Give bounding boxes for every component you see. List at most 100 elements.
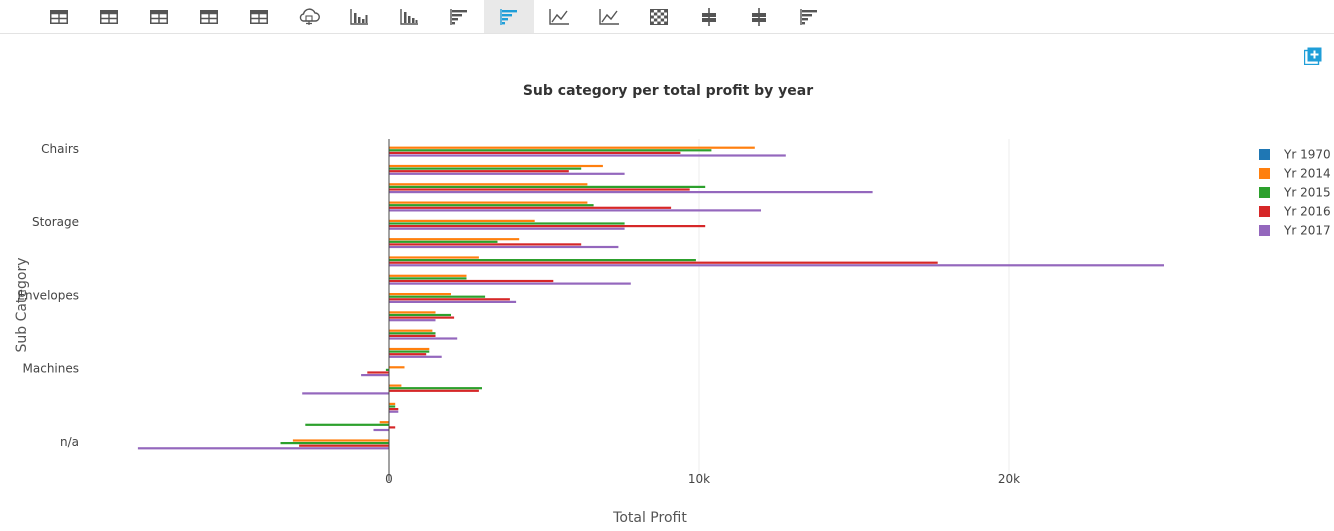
bar[interactable] [389, 366, 405, 369]
bar[interactable] [389, 222, 625, 225]
bar[interactable] [389, 164, 603, 168]
bar[interactable] [305, 423, 389, 426]
bar[interactable] [389, 219, 535, 222]
vertical-bar-button[interactable] [334, 0, 384, 33]
horizontal-bar-chart-icon [800, 8, 818, 25]
bar[interactable] [389, 319, 436, 322]
bar[interactable] [389, 350, 430, 353]
bar[interactable] [389, 277, 467, 280]
table-icon [250, 9, 268, 24]
legend-item[interactable]: Yr 2017 [1259, 224, 1331, 238]
bar[interactable] [389, 243, 582, 246]
bar[interactable] [389, 206, 672, 209]
bar[interactable] [389, 387, 482, 390]
bar[interactable] [389, 353, 427, 356]
heatmap-button[interactable] [634, 0, 684, 33]
bar[interactable] [389, 188, 690, 191]
bar[interactable] [389, 295, 486, 298]
bar[interactable] [389, 347, 430, 351]
bar[interactable] [389, 329, 433, 332]
bar[interactable] [137, 447, 389, 450]
legend-label: Yr 1970 [1283, 148, 1331, 162]
legend-item[interactable]: Yr 1970 [1259, 148, 1331, 162]
bar[interactable] [280, 442, 390, 445]
bar[interactable] [389, 238, 520, 241]
bar[interactable] [389, 389, 479, 392]
y-axis-title: Sub Category [14, 257, 30, 352]
bar[interactable] [389, 264, 1164, 267]
bar[interactable] [389, 410, 399, 413]
bar[interactable] [389, 256, 479, 259]
bar[interactable] [389, 209, 761, 212]
bar[interactable] [389, 293, 451, 296]
bar[interactable] [379, 421, 389, 424]
bar[interactable] [389, 185, 706, 188]
bar[interactable] [361, 374, 389, 377]
bar[interactable] [389, 183, 588, 186]
bar[interactable] [389, 426, 396, 429]
bar[interactable] [299, 444, 389, 447]
bar[interactable] [389, 191, 873, 194]
bar[interactable] [389, 240, 498, 243]
heatmap-icon [650, 8, 668, 25]
box-plot-alt-button[interactable] [734, 0, 784, 33]
bar[interactable] [389, 408, 399, 411]
bar[interactable] [389, 261, 938, 264]
bar[interactable] [385, 368, 389, 371]
add-panel-icon[interactable] [1303, 47, 1322, 66]
bar[interactable] [389, 227, 625, 230]
bar[interactable] [389, 405, 396, 408]
legend-label: Yr 2016 [1283, 205, 1331, 219]
bar[interactable] [389, 170, 569, 173]
bar[interactable] [302, 392, 389, 395]
bar[interactable] [389, 204, 594, 207]
bar[interactable] [389, 300, 517, 303]
bar[interactable] [389, 384, 402, 387]
table-icon [150, 9, 168, 24]
table-view-button-3[interactable] [134, 0, 184, 33]
bar[interactable] [389, 316, 455, 319]
bar[interactable] [389, 225, 706, 228]
bar[interactable] [389, 298, 510, 301]
table-view-button-4[interactable] [184, 0, 234, 33]
grouped-horizontal-bar-button[interactable] [484, 0, 534, 33]
cloud-view-button[interactable] [284, 0, 334, 33]
bar[interactable] [389, 334, 436, 337]
table-view-button-1[interactable] [34, 0, 84, 33]
horizontal-bar-button[interactable] [434, 0, 484, 33]
bar[interactable] [389, 279, 554, 283]
bar[interactable] [389, 355, 442, 358]
table-icon [100, 9, 118, 24]
line-chart-button[interactable] [534, 0, 584, 33]
bar[interactable] [292, 439, 389, 442]
bar[interactable] [389, 245, 619, 249]
box-plot-button[interactable] [684, 0, 734, 33]
bar[interactable] [389, 149, 712, 152]
funnel-chart-button[interactable] [784, 0, 834, 33]
bar[interactable] [367, 371, 389, 374]
bar[interactable] [389, 172, 625, 175]
box-plot-icon [700, 7, 718, 26]
bar[interactable] [389, 332, 436, 335]
bar[interactable] [389, 154, 786, 157]
bar[interactable] [389, 274, 467, 277]
bar[interactable] [389, 201, 588, 204]
bar[interactable] [373, 428, 390, 432]
bar[interactable] [389, 151, 681, 154]
table-view-button-2[interactable] [84, 0, 134, 33]
bar[interactable] [389, 146, 755, 149]
bar[interactable] [389, 313, 451, 317]
line-chart-icon [549, 8, 569, 25]
bar[interactable] [389, 282, 631, 285]
bar[interactable] [389, 259, 696, 262]
bar[interactable] [389, 402, 396, 405]
bar[interactable] [389, 337, 458, 340]
stacked-vertical-bar-button[interactable] [384, 0, 434, 33]
legend-item[interactable]: Yr 2014 [1259, 167, 1331, 181]
legend-item[interactable]: Yr 2016 [1259, 205, 1331, 219]
area-line-chart-button[interactable] [584, 0, 634, 33]
legend-item[interactable]: Yr 2015 [1259, 186, 1331, 200]
table-view-button-5[interactable] [234, 0, 284, 33]
bar[interactable] [389, 311, 436, 314]
bar[interactable] [389, 167, 582, 170]
